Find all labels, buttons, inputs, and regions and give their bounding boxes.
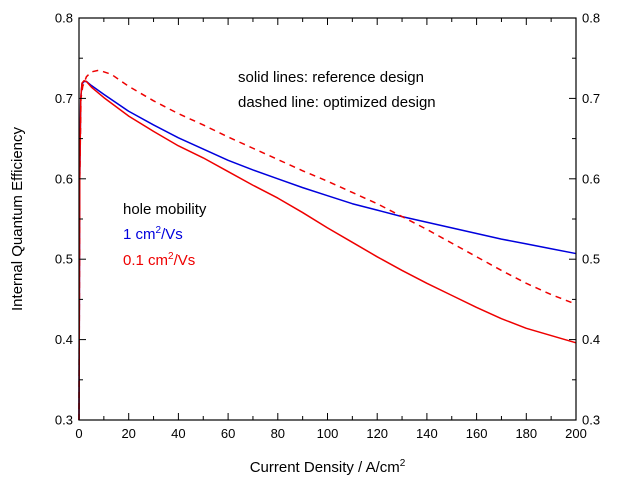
legend-header: hole mobility: [123, 201, 207, 218]
y-tick-label-right: 0.6: [582, 171, 600, 186]
y-tick-label-left: 0.7: [55, 91, 73, 106]
legend-blue-prefix: 1 cm: [123, 226, 156, 243]
x-axis-title: Current Density / A/cm2: [250, 458, 406, 476]
y-tick-label-right: 0.7: [582, 91, 600, 106]
x-tick-label: 0: [75, 426, 82, 441]
x-tick-label: 100: [317, 426, 339, 441]
y-tick-label-left: 0.4: [55, 332, 73, 347]
annotation-reference-design: solid lines: reference design: [238, 69, 424, 86]
series-line-blue-solid: [78, 80, 577, 421]
legend-blue-suffix: /Vs: [161, 226, 183, 243]
legend-entry-blue: 1 cm2/Vs: [123, 225, 183, 243]
x-tick-label: 180: [515, 426, 537, 441]
legend-red-prefix: 0.1 cm: [123, 252, 168, 269]
y-tick-label-right: 0.5: [582, 252, 600, 267]
x-tick-label: 160: [466, 426, 488, 441]
legend-red-sup: 2: [168, 251, 174, 262]
y-tick-label-left: 0.5: [55, 252, 73, 267]
x-tick-label: 20: [121, 426, 135, 441]
y-tick-label-left: 0.3: [55, 413, 73, 428]
series-line-red-dashed: [78, 69, 577, 421]
legend-red-suffix: /Vs: [174, 252, 196, 269]
y-tick-label-right: 0.3: [582, 413, 600, 428]
y-tick-label-left: 0.6: [55, 171, 73, 186]
x-tick-label: 200: [565, 426, 587, 441]
annotation-optimized-design: dashed line: optimized design: [238, 94, 436, 111]
legend-entry-red: 0.1 cm2/Vs: [123, 251, 195, 269]
x-axis-title-superscript: 2: [400, 458, 406, 469]
x-axis-title-text: Current Density / A/cm: [250, 459, 400, 476]
x-tick-label: 120: [366, 426, 388, 441]
y-tick-label-right: 0.4: [582, 332, 600, 347]
y-axis-title: Internal Quantum Efficiency: [9, 127, 26, 311]
y-tick-label-left: 0.8: [55, 11, 73, 26]
y-tick-label-right: 0.8: [582, 11, 600, 26]
x-tick-label: 60: [221, 426, 235, 441]
x-tick-label: 140: [416, 426, 438, 441]
x-tick-label: 80: [271, 426, 285, 441]
series-line-red-solid: [78, 79, 577, 421]
series-layer: [78, 69, 577, 421]
legend-blue-sup: 2: [156, 225, 162, 236]
x-tick-label: 40: [171, 426, 185, 441]
